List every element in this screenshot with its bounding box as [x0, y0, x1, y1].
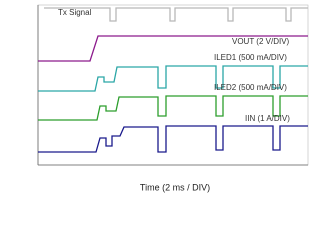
- plot-frame: [37, 4, 309, 166]
- iled1-label: ILED1 (500 mA/DIV): [214, 53, 287, 62]
- vout-trace: [38, 35, 308, 62]
- scope-screenshot: Tx Signal VOUT (2 V/DIV) ILED1 (500 mA/D…: [37, 4, 309, 192]
- iled2-trace: [38, 95, 308, 121]
- tx-trace: [44, 7, 308, 22]
- vout-label: VOUT (2 V/DIV): [232, 37, 290, 46]
- iin-trace: [38, 125, 308, 153]
- tx-label: Tx Signal: [58, 8, 92, 17]
- x-axis-label: Time (2 ms / DIV): [140, 182, 210, 192]
- iin-label: IIN (1 A/DIV): [245, 114, 290, 123]
- iled2-label: ILED2 (500 mA/DIV): [214, 83, 287, 92]
- iled1-trace: [38, 65, 308, 92]
